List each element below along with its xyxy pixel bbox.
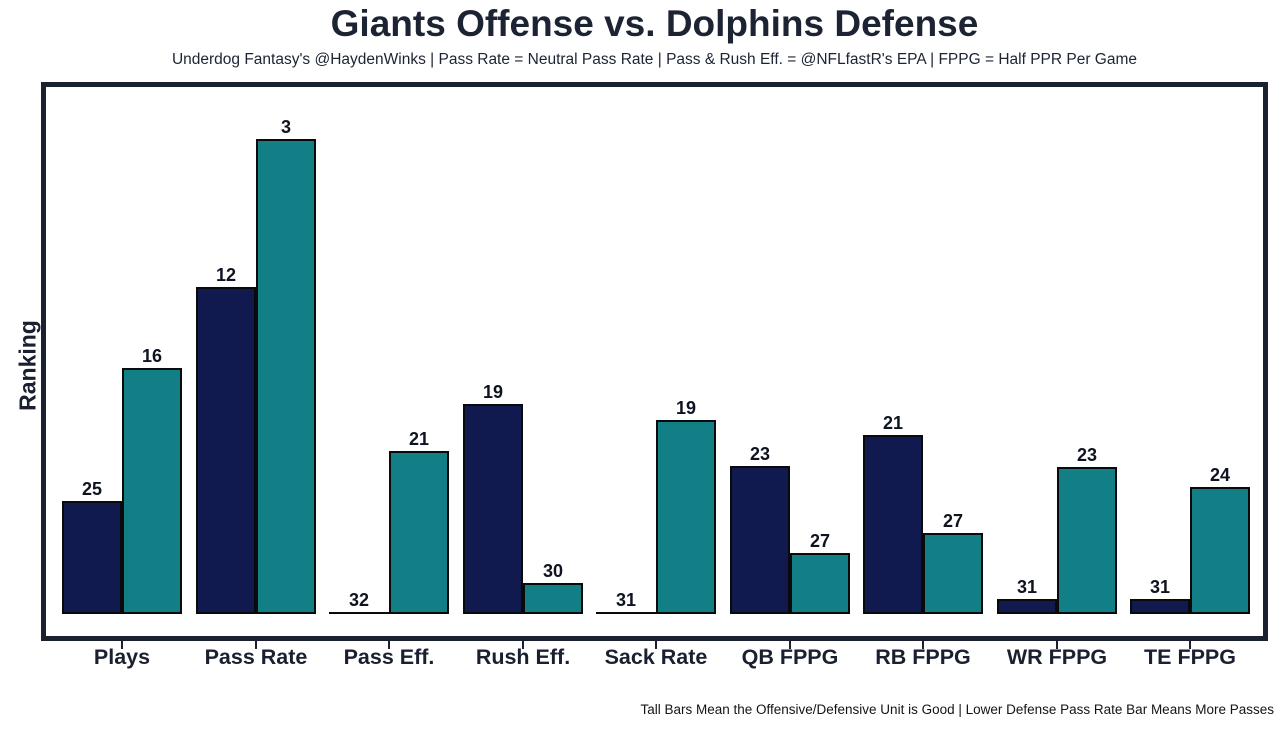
bar-value-label-defense-wr-fppg: 23 — [1076, 445, 1098, 465]
chart-title: Giants Offense vs. Dolphins Defense — [330, 3, 979, 44]
bar-value-label-offense-sack-rate: 31 — [615, 590, 637, 610]
bar-value-label-defense-pass-rate: 3 — [280, 117, 291, 137]
bar-value-label-defense-rb-fppg: 27 — [942, 511, 964, 531]
bar-defense-rb-fppg — [923, 533, 983, 614]
plot-area: 25 16 12 3 32 21 19 30 31 19 23 27 21 27 31 23 31 24 — [41, 82, 1268, 641]
bar-value-label-defense-pass-eff: 21 — [408, 429, 430, 449]
bar-offense-rush-eff — [463, 404, 523, 614]
bar-defense-wr-fppg — [1057, 467, 1117, 614]
x-axis-tick-wr-fppg — [1056, 641, 1058, 649]
bar-value-label-defense-plays: 16 — [141, 346, 163, 366]
x-axis-tick-qb-fppg — [789, 641, 791, 649]
x-tick-label-rb-fppg: RB FPPG — [875, 645, 971, 669]
x-tick-label-sack-rate: Sack Rate — [604, 645, 708, 669]
bar-offense-qb-fppg — [730, 466, 790, 614]
bar-value-label-offense-qb-fppg: 23 — [749, 444, 771, 464]
bar-offense-pass-rate — [196, 287, 256, 614]
x-tick-label-qb-fppg: QB FPPG — [741, 645, 839, 669]
bar-value-label-offense-rb-fppg: 21 — [882, 413, 904, 433]
x-tick-label-wr-fppg: WR FPPG — [1006, 645, 1108, 669]
x-axis-tick-te-fppg — [1189, 641, 1191, 649]
bar-offense-sack-rate — [596, 612, 656, 614]
bar-offense-rb-fppg — [863, 435, 923, 614]
x-axis-tick-plays — [121, 641, 123, 649]
chart-subtitle: Underdog Fantasy's @HaydenWinks | Pass R… — [171, 51, 1138, 68]
x-axis-tick-pass-rate — [255, 641, 257, 649]
bar-value-label-offense-rush-eff: 19 — [482, 382, 504, 402]
x-axis-tick-rush-eff — [522, 641, 524, 649]
x-tick-label-te-fppg: TE FPPG — [1144, 645, 1236, 669]
bar-value-label-defense-qb-fppg: 27 — [809, 531, 831, 551]
bar-defense-pass-eff — [389, 451, 449, 614]
chart-footnote: Tall Bars Mean the Offensive/Defensive U… — [640, 702, 1274, 717]
bar-offense-pass-eff — [329, 612, 389, 614]
x-axis-tick-sack-rate — [655, 641, 657, 649]
bar-defense-te-fppg — [1190, 487, 1250, 614]
bar-value-label-offense-plays: 25 — [81, 479, 103, 499]
bar-value-label-offense-pass-eff: 32 — [348, 590, 370, 610]
x-tick-label-pass-rate: Pass Rate — [204, 645, 308, 669]
x-axis-tick-rb-fppg — [922, 641, 924, 649]
bar-defense-plays — [122, 368, 182, 614]
bar-defense-qb-fppg — [790, 553, 850, 614]
bar-value-label-defense-rush-eff: 30 — [542, 561, 564, 581]
bar-value-label-offense-te-fppg: 31 — [1149, 577, 1171, 597]
bar-offense-te-fppg — [1130, 599, 1190, 614]
x-tick-label-rush-eff: Rush Eff. — [475, 645, 571, 669]
bar-value-label-defense-sack-rate: 19 — [675, 398, 697, 418]
x-tick-label-plays: Plays — [93, 645, 151, 669]
bar-value-label-offense-pass-rate: 12 — [215, 265, 237, 285]
y-axis-label: Ranking — [14, 320, 41, 411]
bar-offense-wr-fppg — [997, 599, 1057, 614]
bar-defense-rush-eff — [523, 583, 583, 614]
bar-value-label-defense-te-fppg: 24 — [1209, 465, 1231, 485]
bar-defense-sack-rate — [656, 420, 716, 614]
bar-offense-plays — [62, 501, 122, 614]
x-tick-label-pass-eff: Pass Eff. — [343, 645, 435, 669]
x-axis-tick-pass-eff — [388, 641, 390, 649]
bar-defense-pass-rate — [256, 139, 316, 614]
bar-value-label-offense-wr-fppg: 31 — [1016, 577, 1038, 597]
